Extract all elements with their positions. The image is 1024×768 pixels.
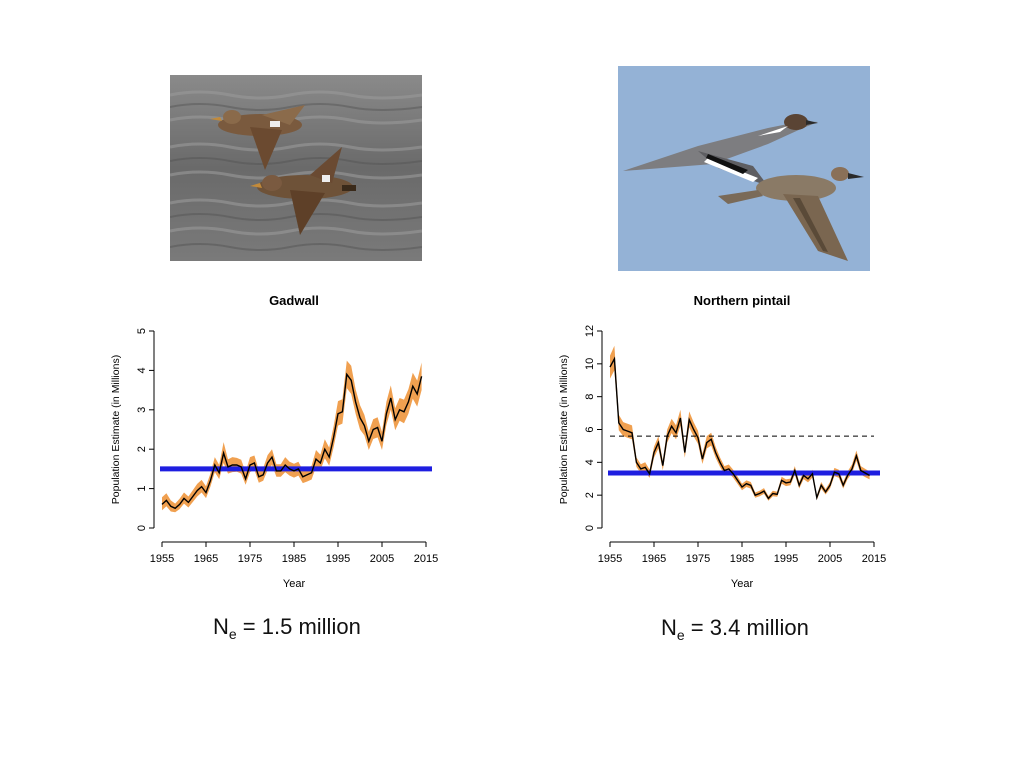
axes: 0 2 4 6 8 10 12 1955 1965 1975 1985 1995 2005 2015 [584,325,886,565]
y-tick-label: 1 [136,486,148,492]
x-tick-label: 1965 [194,553,218,565]
x-tick-label: 1995 [774,553,798,565]
x-tick-label: 2005 [818,553,842,565]
ne-symbol: N [661,615,677,640]
chart-title: Gadwall [269,293,319,308]
y-tick-label: 4 [584,459,596,465]
x-tick-label: 1985 [282,553,306,565]
ne-subscript: e [676,627,685,643]
pintail-duck-female [718,167,864,261]
pintail-chart-svg: Northern pintail Year Population Estimat… [558,293,886,590]
gadwall-photo [170,75,422,261]
y-tick-label: 6 [584,426,596,432]
x-tick-label: 2015 [862,553,886,565]
x-axis-label: Year [731,578,754,590]
confidence-band [162,360,422,513]
y-axis-label: Population Estimate (in Millions) [110,355,122,504]
y-tick-label: 8 [584,394,596,400]
x-tick-label: 1965 [642,553,666,565]
x-tick-label: 1995 [326,553,350,565]
gadwall-ne-label: Ne = 1.5 million [213,614,361,642]
y-tick-label: 4 [136,367,148,373]
pintail-duck-male [623,114,818,186]
x-axis-label: Year [283,578,306,590]
gadwall-chart: Gadwall Year Population Estimate (in Mil… [100,285,440,595]
pintail-chart: Northern pintail Year Population Estimat… [548,285,888,595]
x-tick-label: 1975 [238,553,262,565]
x-tick-label: 1955 [598,553,622,565]
pintail-ne-label: Ne = 3.4 million [661,615,809,643]
confidence-band [610,345,870,501]
ne-value: = 1.5 million [236,614,361,639]
y-axis-label: Population Estimate (in Millions) [558,355,570,504]
y-tick-label: 10 [584,358,596,370]
pintail-photo [618,66,870,271]
y-tick-label: 2 [584,492,596,498]
x-tick-label: 2005 [370,553,394,565]
y-tick-label: 0 [136,525,148,531]
population-line [161,372,423,510]
x-tick-label: 2015 [414,553,438,565]
gadwall-duck-2 [250,147,356,235]
axes: 0 1 2 3 4 5 1955 1965 1975 1985 1995 2005 2015 [136,328,438,565]
y-tick-label: 12 [584,325,596,337]
ne-value: = 3.4 million [684,615,809,640]
x-tick-label: 1975 [686,553,710,565]
y-tick-label: 5 [136,328,148,334]
ne-subscript: e [228,626,237,642]
population-line [609,356,870,501]
gadwall-duck-1 [210,105,305,170]
chart-title: Northern pintail [694,293,791,308]
x-tick-label: 1985 [730,553,754,565]
y-tick-label: 2 [136,446,148,452]
gadwall-chart-svg: Gadwall Year Population Estimate (in Mil… [110,293,438,590]
y-tick-label: 0 [584,525,596,531]
y-tick-label: 3 [136,407,148,413]
ne-symbol: N [213,614,229,639]
x-tick-label: 1955 [150,553,174,565]
